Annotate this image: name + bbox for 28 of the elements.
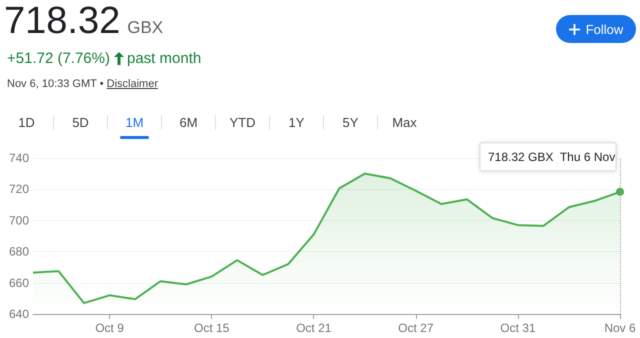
x-tick-label: Oct 27 [398, 321, 434, 335]
chart-subtitle: GBX [127, 18, 164, 37]
text: Disclaimer [106, 78, 158, 90]
y-tick-label: 700 [8, 213, 30, 228]
chart-title: 718.32 [4, 0, 120, 42]
annotation: 718.32 GBX Thu 6 Nov [488, 150, 616, 164]
text: Max [377, 114, 431, 130]
x-tick-label: Oct 31 [500, 321, 536, 335]
text: 1M [107, 114, 161, 130]
y-tick-label: 640 [8, 307, 30, 321]
x-tick-label: Oct 15 [194, 321, 230, 335]
text: Nov 6, 10:33 GMT • [7, 78, 105, 90]
y-tick-label: 680 [8, 244, 30, 259]
y-tick-label: 720 [8, 182, 30, 196]
text: past month [127, 50, 202, 67]
text: +51.72 (7.76%) [7, 50, 110, 67]
x-tick-label: Oct 9 [95, 321, 124, 335]
x-tick-label: Oct 21 [296, 321, 332, 335]
text: Follow [586, 22, 624, 36]
text: 5D [53, 114, 107, 130]
y-tick-label: 740 [8, 151, 30, 165]
x-tick-label: Nov 6 [604, 321, 636, 335]
text: 5Y [323, 114, 377, 130]
text: YTD [215, 114, 269, 130]
text: 6M [161, 114, 215, 130]
text: 1D [17, 114, 36, 130]
text: 1Y [269, 114, 323, 130]
y-tick-label: 660 [8, 276, 30, 290]
